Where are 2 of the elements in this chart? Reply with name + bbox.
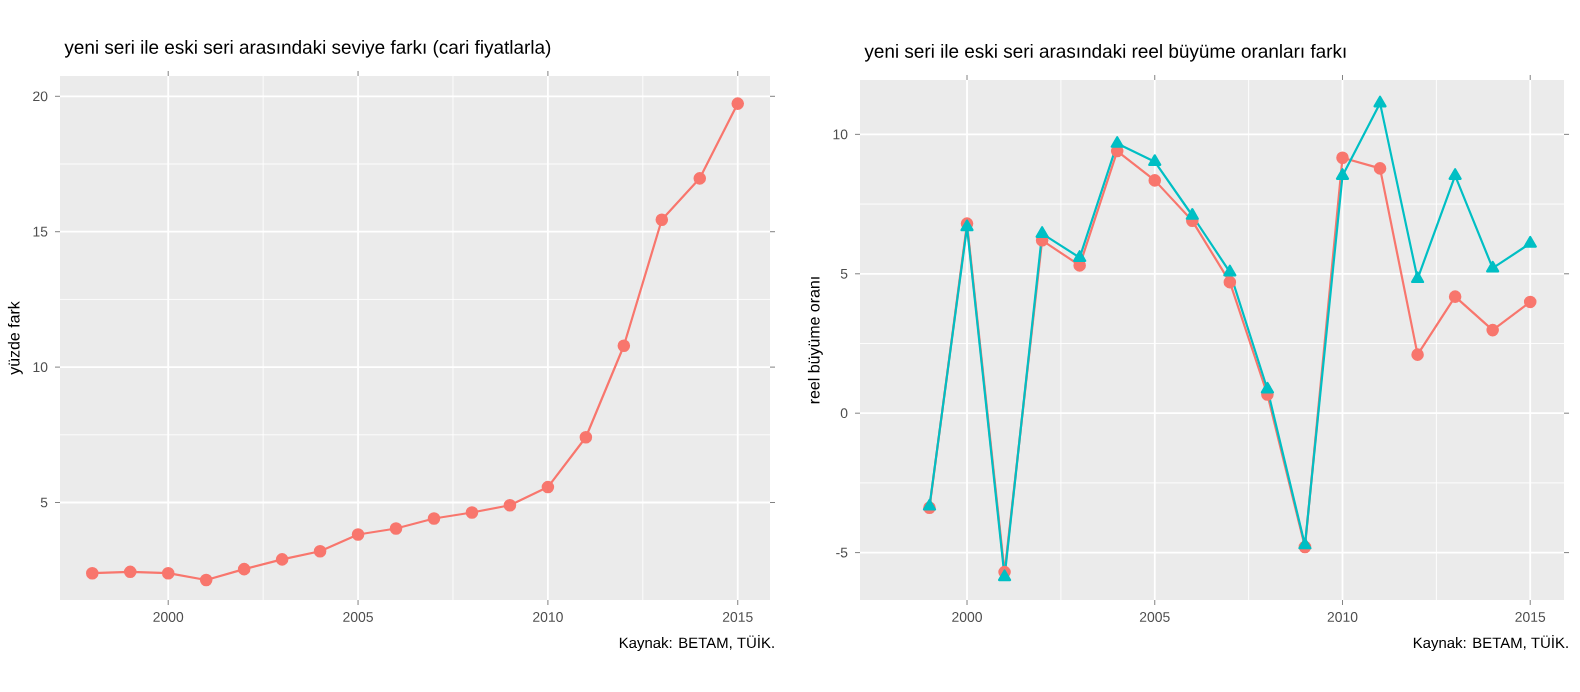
chart-title: yeni seri ile eski seri arasındaki reel büyüme oranları farkı [864,44,1346,62]
chart-title: yeni seri ile eski seri arasındaki seviye farkı (cari fiyatlarla) [64,39,551,58]
